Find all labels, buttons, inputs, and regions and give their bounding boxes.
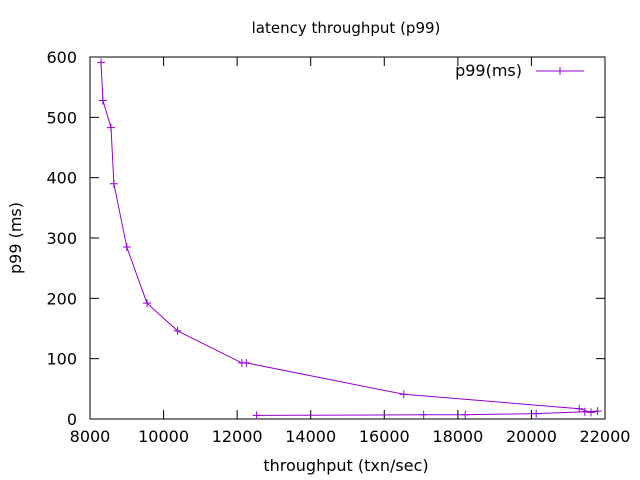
y-axis: 0 100 200 300 400 500 600 <box>46 48 605 429</box>
chart-title: latency throughput (p99) <box>252 19 441 37</box>
data-point <box>109 179 118 188</box>
series-line <box>100 62 598 416</box>
data-point <box>419 410 428 419</box>
data-point <box>399 390 408 399</box>
legend-marker <box>556 67 564 75</box>
x-tick-label: 14000 <box>285 427 336 446</box>
plot-frame <box>89 56 606 420</box>
x-tick-label: 20000 <box>506 427 557 446</box>
y-tick-label: 300 <box>46 229 77 248</box>
data-point <box>106 123 115 132</box>
y-tick-label: 500 <box>46 108 77 127</box>
data-point <box>587 408 596 417</box>
legend: p99(ms) <box>455 61 584 80</box>
x-axis-label: throughput (txn/sec) <box>263 456 428 475</box>
x-tick-label: 18000 <box>432 427 483 446</box>
legend-point <box>556 67 564 75</box>
y-tick-label: 400 <box>46 169 77 188</box>
y-axis-label: p99 (ms) <box>6 202 25 274</box>
data-point <box>173 326 182 335</box>
data-point <box>97 58 106 67</box>
x-tick-label: 8000 <box>70 427 111 446</box>
data-point <box>242 358 251 367</box>
data-point <box>143 299 152 308</box>
data-point <box>532 409 541 418</box>
data-point <box>461 410 470 419</box>
x-tick-label: 22000 <box>580 427 631 446</box>
data-point <box>122 243 131 252</box>
data-point <box>98 96 107 105</box>
data-point <box>593 407 602 416</box>
y-tick-label: 100 <box>46 350 77 369</box>
data-point <box>252 411 261 420</box>
y-tick-label: 200 <box>46 289 77 308</box>
x-tick-label: 16000 <box>359 427 410 446</box>
x-tick-label: 12000 <box>212 427 263 446</box>
x-axis: 8000 10000 12000 14000 16000 18000 20000 22000 <box>70 57 631 446</box>
x-tick-label: 10000 <box>138 427 189 446</box>
y-tick-label: 0 <box>67 410 77 429</box>
series-layer <box>97 58 602 420</box>
legend-label: p99(ms) <box>455 61 522 80</box>
data-point <box>580 407 589 416</box>
data-point <box>575 404 584 413</box>
y-tick-label: 600 <box>46 48 77 67</box>
